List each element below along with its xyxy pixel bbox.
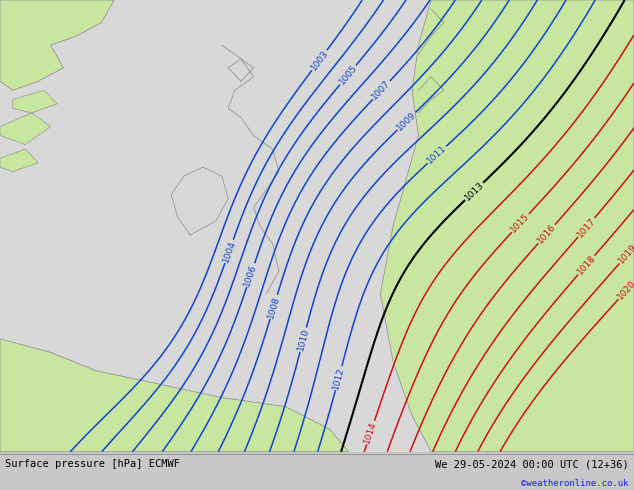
Polygon shape [380, 0, 634, 452]
Text: 1012: 1012 [332, 366, 346, 391]
Text: Surface pressure [hPa] ECMWF: Surface pressure [hPa] ECMWF [5, 459, 180, 469]
Text: 1008: 1008 [266, 294, 281, 319]
Text: 1004: 1004 [221, 239, 237, 264]
Text: 1017: 1017 [576, 216, 597, 239]
Polygon shape [0, 339, 349, 452]
Text: 1018: 1018 [576, 253, 597, 277]
Text: 1003: 1003 [309, 49, 330, 72]
Text: 1014: 1014 [363, 420, 378, 445]
Text: 1013: 1013 [463, 180, 486, 202]
Text: 1005: 1005 [337, 63, 359, 87]
Polygon shape [0, 113, 51, 145]
Text: 1006: 1006 [243, 263, 259, 288]
Polygon shape [0, 149, 38, 172]
Text: 1009: 1009 [395, 110, 418, 132]
Text: ©weatheronline.co.uk: ©weatheronline.co.uk [521, 479, 629, 488]
Text: 1015: 1015 [509, 212, 531, 235]
Text: 1020: 1020 [616, 278, 634, 301]
Text: 1010: 1010 [296, 327, 311, 352]
Text: 1007: 1007 [370, 79, 392, 101]
Text: We 29-05-2024 00:00 UTC (12+36): We 29-05-2024 00:00 UTC (12+36) [435, 459, 629, 469]
Text: 1016: 1016 [536, 222, 558, 245]
Polygon shape [13, 90, 57, 113]
Text: 1011: 1011 [425, 144, 448, 166]
Text: 1019: 1019 [617, 243, 634, 266]
Polygon shape [0, 0, 114, 90]
